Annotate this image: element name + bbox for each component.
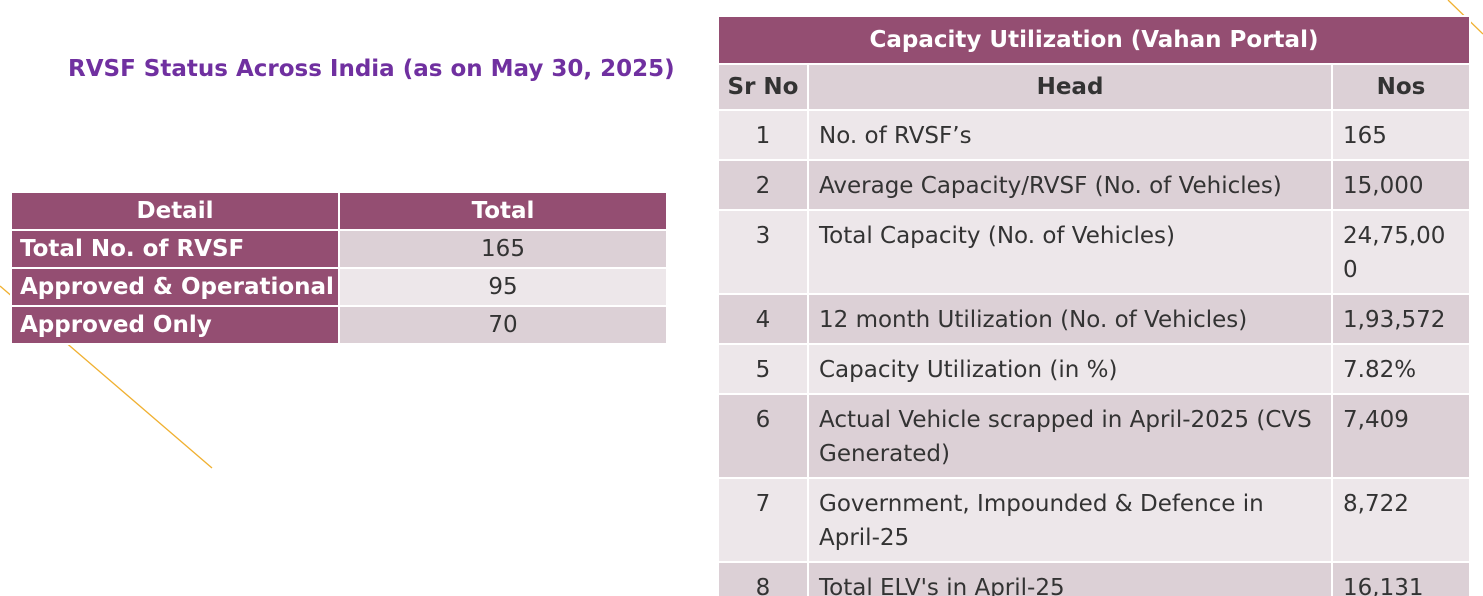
total-cell: 165 — [338, 229, 668, 269]
nos-cell: 7.82% — [1331, 343, 1471, 395]
sr-cell: 3 — [717, 209, 809, 295]
sr-cell: 6 — [717, 393, 809, 479]
table-row: 7 Government, Impounded & Defence in Apr… — [717, 477, 1471, 563]
total-cell: 70 — [338, 305, 668, 345]
table-row: Approved Only 70 — [10, 305, 668, 345]
header-nos: Nos — [1331, 63, 1471, 111]
table-row: 1 No. of RVSF’s 165 — [717, 109, 1471, 161]
table-row: 8 Total ELV's in April-25 16,131 — [717, 561, 1471, 596]
header-head: Head — [807, 63, 1333, 111]
table-row: 5 Capacity Utilization (in %) 7.82% — [717, 343, 1471, 395]
head-cell: Actual Vehicle scrapped in April-2025 (C… — [807, 393, 1333, 479]
status-table-header-row: Detail Total — [10, 191, 668, 231]
sr-cell: 5 — [717, 343, 809, 395]
nos-cell: 8,722 — [1331, 477, 1471, 563]
rvsf-status-title: RVSF Status Across India (as on May 30, … — [68, 56, 675, 82]
capacity-utilization-table: Capacity Utilization (Vahan Portal) Sr N… — [717, 15, 1471, 596]
total-cell: 95 — [338, 267, 668, 307]
sr-cell: 8 — [717, 561, 809, 596]
table-row: Total No. of RVSF 165 — [10, 229, 668, 269]
capacity-header-row: Sr No Head Nos — [717, 63, 1471, 111]
nos-cell: 1,93,572 — [1331, 293, 1471, 345]
head-cell: Capacity Utilization (in %) — [807, 343, 1333, 395]
head-cell: 12 month Utilization (No. of Vehicles) — [807, 293, 1333, 345]
head-cell: Average Capacity/RVSF (No. of Vehicles) — [807, 159, 1333, 211]
detail-cell: Approved Only — [10, 305, 340, 345]
table-row: 6 Actual Vehicle scrapped in April-2025 … — [717, 393, 1471, 479]
nos-cell: 165 — [1331, 109, 1471, 161]
table-row: 3 Total Capacity (No. of Vehicles) 24,75… — [717, 209, 1471, 295]
detail-cell: Total No. of RVSF — [10, 229, 340, 269]
table-row: 4 12 month Utilization (No. of Vehicles)… — [717, 293, 1471, 345]
nos-cell: 24,75,000 — [1331, 209, 1471, 295]
head-cell: Total Capacity (No. of Vehicles) — [807, 209, 1333, 295]
header-total: Total — [338, 191, 668, 231]
table-row: Approved & Operational 95 — [10, 267, 668, 307]
rvsf-status-table: Detail Total Total No. of RVSF 165 Appro… — [10, 191, 668, 345]
sr-cell: 1 — [717, 109, 809, 161]
nos-cell: 16,131 — [1331, 561, 1471, 596]
head-cell: Total ELV's in April-25 — [807, 561, 1333, 596]
sr-cell: 4 — [717, 293, 809, 345]
nos-cell: 15,000 — [1331, 159, 1471, 211]
table-row: 2 Average Capacity/RVSF (No. of Vehicles… — [717, 159, 1471, 211]
header-detail: Detail — [10, 191, 340, 231]
capacity-title-row: Capacity Utilization (Vahan Portal) — [717, 15, 1471, 65]
header-sr-no: Sr No — [717, 63, 809, 111]
sr-cell: 2 — [717, 159, 809, 211]
head-cell: No. of RVSF’s — [807, 109, 1333, 161]
detail-cell: Approved & Operational — [10, 267, 340, 307]
head-cell: Government, Impounded & Defence in April… — [807, 477, 1333, 563]
sr-cell: 7 — [717, 477, 809, 563]
nos-cell: 7,409 — [1331, 393, 1471, 479]
capacity-table-title: Capacity Utilization (Vahan Portal) — [717, 15, 1471, 65]
